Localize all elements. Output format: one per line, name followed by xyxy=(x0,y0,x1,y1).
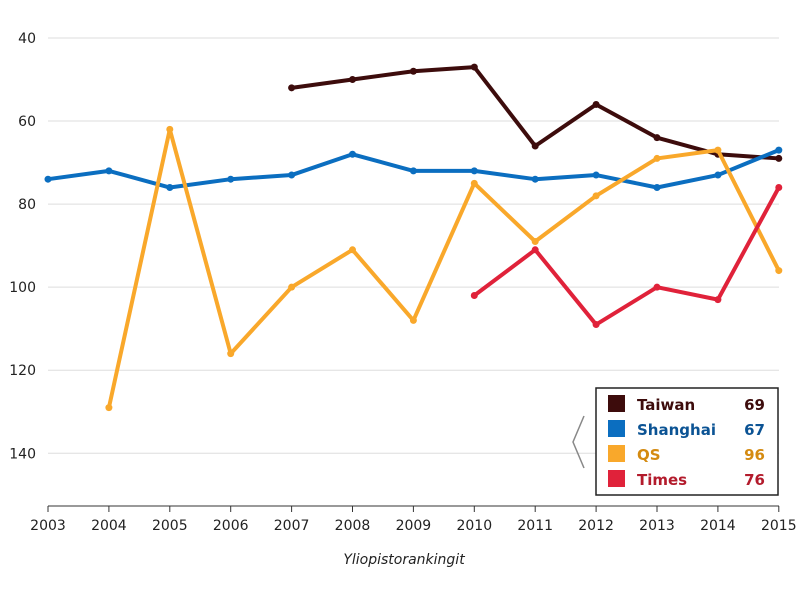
data-point-qs xyxy=(227,350,235,358)
data-point-times xyxy=(531,246,539,254)
data-point-times xyxy=(714,296,722,304)
data-point-taiwan xyxy=(775,154,783,162)
data-point-shanghai xyxy=(714,171,722,179)
x-tick-label: 2003 xyxy=(30,518,66,534)
x-tick-label: 2009 xyxy=(396,518,432,534)
data-point-taiwan xyxy=(409,67,417,75)
x-tick-label: 2011 xyxy=(517,518,553,534)
data-point-taiwan xyxy=(531,142,539,150)
data-point-qs xyxy=(349,246,356,254)
legend-swatch-shanghai xyxy=(608,420,625,437)
legend-pointer-icon xyxy=(572,415,585,469)
series-lines xyxy=(44,63,783,412)
x-axis-ticks: 2003 2004 2005 2006 2007 2008 2009 2010 2011 2012… xyxy=(30,506,797,534)
data-point-times xyxy=(470,291,478,299)
legend-label-shanghai: Shanghai xyxy=(637,421,716,439)
gridlines xyxy=(48,37,779,454)
data-point-qs xyxy=(409,316,417,324)
x-tick-label: 2007 xyxy=(274,518,310,534)
data-point-shanghai xyxy=(409,167,417,175)
series-line-qs xyxy=(106,127,781,410)
x-tick-label: 2013 xyxy=(639,518,675,534)
data-point-qs xyxy=(105,404,113,412)
legend-value-shanghai: 67 xyxy=(744,421,765,439)
data-point-taiwan xyxy=(592,100,600,108)
data-point-taiwan xyxy=(653,134,661,142)
x-tick-label: 2006 xyxy=(213,518,249,534)
data-point-shanghai xyxy=(44,175,52,183)
y-axis-ticks: 40 60 80 100 120 140 xyxy=(9,31,36,462)
legend-value-times: 76 xyxy=(744,471,765,489)
series-times xyxy=(470,184,783,329)
data-point-taiwan xyxy=(470,63,478,71)
y-tick-label: 40 xyxy=(18,31,36,47)
y-tick-label: 80 xyxy=(18,197,36,213)
legend-label-qs: QS xyxy=(637,446,661,464)
x-tick-label: 2004 xyxy=(91,518,127,534)
data-point-times xyxy=(653,283,661,291)
data-point-qs xyxy=(288,283,296,291)
data-point-taiwan xyxy=(288,84,296,92)
series-qs xyxy=(105,125,783,412)
series-line-times xyxy=(472,185,781,327)
x-tick-label: 2010 xyxy=(456,518,492,534)
series-taiwan xyxy=(288,63,783,162)
data-point-shanghai xyxy=(470,167,478,175)
data-point-taiwan xyxy=(349,76,356,84)
legend-box xyxy=(595,387,779,496)
y-tick-label: 60 xyxy=(18,114,36,130)
data-point-shanghai xyxy=(592,171,600,179)
legend-swatch-times xyxy=(608,470,625,487)
y-tick-label: 100 xyxy=(9,280,36,296)
data-point-shanghai xyxy=(653,184,661,192)
legend-label-taiwan: Taiwan xyxy=(637,396,695,414)
x-tick-label: 2014 xyxy=(700,518,736,534)
x-tick-label: 2012 xyxy=(578,518,614,534)
series-shanghai xyxy=(44,146,783,192)
legend-swatch-taiwan xyxy=(608,395,625,412)
data-point-qs xyxy=(714,146,722,154)
data-point-qs xyxy=(166,125,174,133)
legend-value-taiwan: 69 xyxy=(744,396,765,414)
legend-value-qs: 96 xyxy=(744,446,765,464)
data-point-shanghai xyxy=(288,171,296,179)
legend: Taiwan 69 Shanghai 67 QS 96 Times 76 xyxy=(572,387,779,496)
x-tick-label: 2008 xyxy=(335,518,371,534)
data-point-times xyxy=(592,321,600,329)
data-point-shanghai xyxy=(349,150,356,158)
data-point-qs xyxy=(592,192,600,200)
x-tick-label: 2015 xyxy=(761,518,797,534)
data-point-shanghai xyxy=(531,175,539,183)
data-point-qs xyxy=(653,154,661,162)
x-tick-label: 2005 xyxy=(152,518,188,534)
data-point-qs xyxy=(775,267,783,275)
legend-swatch-qs xyxy=(608,445,625,462)
data-point-qs xyxy=(470,179,478,187)
data-point-shanghai xyxy=(166,184,174,192)
data-point-shanghai xyxy=(105,167,113,175)
y-tick-label: 120 xyxy=(9,363,36,379)
data-point-times xyxy=(775,184,783,192)
data-point-shanghai xyxy=(227,175,235,183)
x-axis-label: Yliopistorankingit xyxy=(343,552,465,568)
data-point-qs xyxy=(531,237,539,245)
y-tick-label: 140 xyxy=(9,446,36,462)
legend-label-times: Times xyxy=(637,471,687,489)
data-point-shanghai xyxy=(775,146,783,154)
